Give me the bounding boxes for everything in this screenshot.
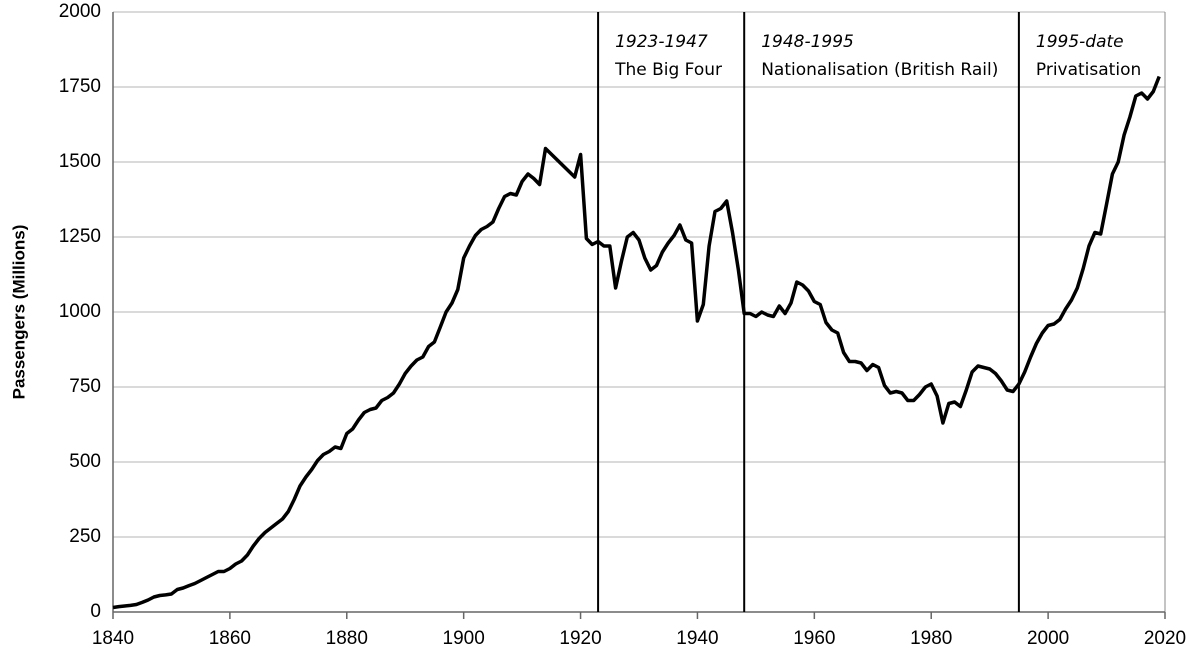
y-tick-label: 2000 — [59, 1, 101, 22]
x-tick-label: 1880 — [326, 628, 368, 649]
y-tick-label: 1250 — [59, 226, 101, 247]
period-label: Privatisation — [1036, 60, 1141, 80]
x-tick-label: 1940 — [676, 628, 718, 649]
period-years: 1923-1947 — [615, 32, 708, 52]
x-tick-label: 2020 — [1144, 628, 1186, 649]
period-years: 1995-date — [1036, 32, 1124, 52]
period-label: Nationalisation (British Rail) — [761, 60, 998, 80]
y-tick-label: 0 — [90, 601, 101, 622]
period-label: The Big Four — [614, 60, 722, 80]
x-tick-label: 1900 — [443, 628, 485, 649]
y-tick-label: 250 — [69, 526, 101, 547]
y-tick-label: 500 — [69, 451, 101, 472]
x-tick-label: 1840 — [92, 628, 134, 649]
x-tick-label: 1980 — [910, 628, 952, 649]
x-tick-label: 1920 — [559, 628, 601, 649]
x-tick-label: 2000 — [1027, 628, 1069, 649]
y-tick-label: 1500 — [59, 151, 101, 172]
y-tick-label: 1750 — [59, 76, 101, 97]
y-axis-label: Passengers (Millions) — [9, 225, 28, 400]
y-tick-label: 750 — [69, 376, 101, 397]
x-tick-label: 1960 — [793, 628, 835, 649]
line-series — [112, 75, 1161, 610]
period-years: 1948-1995 — [761, 32, 854, 52]
x-tick-label: 1860 — [209, 628, 251, 649]
y-tick-label: 1000 — [59, 301, 101, 322]
